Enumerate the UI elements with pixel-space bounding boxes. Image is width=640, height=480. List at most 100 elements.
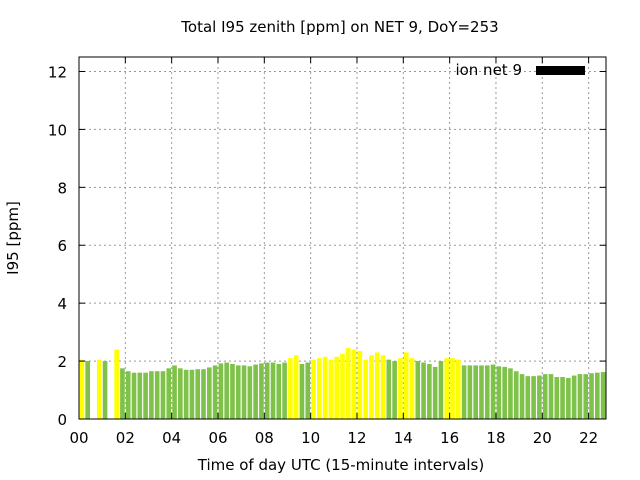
bar <box>224 362 229 419</box>
bar <box>386 359 392 419</box>
bar <box>409 358 415 419</box>
bar <box>276 363 282 419</box>
bar <box>560 377 565 419</box>
bar <box>218 363 224 419</box>
bar <box>484 365 490 419</box>
y-tick-label: 10 <box>48 121 67 139</box>
bar <box>288 358 293 419</box>
bar <box>206 367 212 419</box>
bar <box>537 375 542 419</box>
bar <box>253 364 258 419</box>
x-axis-ticks: 00 02 04 06 08 10 12 14 16 18 20 22 <box>69 57 598 447</box>
bar <box>554 377 560 419</box>
bar <box>114 349 119 419</box>
bar <box>125 371 131 419</box>
x-tick-label: 18 <box>486 429 505 447</box>
bar <box>235 365 241 419</box>
bar <box>79 359 85 419</box>
bar <box>212 365 218 419</box>
bar <box>120 368 125 419</box>
bar <box>178 368 183 419</box>
x-tick-label: 22 <box>579 429 598 447</box>
bar <box>305 362 311 419</box>
bar <box>102 361 108 419</box>
bar <box>345 348 351 419</box>
y-tick-label: 8 <box>57 179 67 197</box>
bar <box>154 371 160 419</box>
bar <box>427 363 432 419</box>
bar <box>444 358 450 419</box>
bar <box>595 372 600 419</box>
bar <box>438 361 444 419</box>
bar <box>149 371 154 419</box>
bar <box>461 365 467 419</box>
bar <box>369 355 374 419</box>
y-tick-label: 2 <box>57 353 67 371</box>
bar <box>548 374 554 419</box>
bar <box>508 368 513 419</box>
bar <box>374 352 380 419</box>
bar <box>571 375 577 419</box>
bar <box>96 359 102 419</box>
bar <box>490 364 496 419</box>
bar <box>195 369 201 419</box>
chart-title: Total I95 zenith [ppm] on NET 9, DoY=253 <box>180 18 498 36</box>
bar <box>519 374 525 419</box>
bar <box>270 362 276 419</box>
x-tick-label: 12 <box>347 429 366 447</box>
x-tick-label: 02 <box>116 429 135 447</box>
bar <box>311 359 316 419</box>
bar <box>247 366 253 419</box>
x-tick-label: 08 <box>255 429 274 447</box>
y-tick-label: 12 <box>48 63 67 81</box>
y-axis-ticks: 0 2 4 6 8 10 12 <box>48 63 606 429</box>
bar <box>363 359 368 419</box>
y-tick-label: 4 <box>57 295 67 313</box>
x-tick-label: 16 <box>440 429 459 447</box>
bar <box>473 365 479 419</box>
legend-label: ion net 9 <box>455 61 522 79</box>
bar <box>502 366 507 419</box>
plot-frame <box>78 56 607 420</box>
legend: ion net 9 <box>455 61 585 79</box>
grid <box>79 57 606 419</box>
bar <box>398 358 403 419</box>
bar <box>496 366 502 419</box>
bar <box>160 371 166 419</box>
bar <box>456 359 461 419</box>
bar <box>230 363 235 419</box>
bar <box>577 374 583 419</box>
bar <box>357 350 363 419</box>
bar <box>531 376 536 419</box>
bar <box>85 361 90 419</box>
bar <box>166 368 172 419</box>
bar <box>328 359 334 419</box>
x-tick-label: 00 <box>69 429 88 447</box>
bar <box>450 358 455 419</box>
bar <box>143 372 148 419</box>
bar <box>351 349 357 419</box>
bar <box>241 365 247 419</box>
bar <box>293 355 299 419</box>
y-tick-label: 6 <box>57 237 67 255</box>
bar <box>317 358 322 419</box>
x-axis-label: Time of day UTC (15-minute intervals) <box>197 456 484 474</box>
bar <box>334 356 340 419</box>
bar <box>583 374 589 419</box>
bar <box>201 369 206 419</box>
bar <box>259 363 264 419</box>
x-tick-label: 10 <box>301 429 320 447</box>
bar <box>600 372 606 419</box>
bar <box>421 362 426 419</box>
y-axis-label: I95 [ppm] <box>4 201 22 275</box>
x-tick-label: 06 <box>208 429 227 447</box>
y-tick-label: 0 <box>57 411 67 429</box>
bar <box>415 361 421 419</box>
bar <box>566 377 571 419</box>
bar <box>392 361 397 419</box>
bar <box>467 365 473 419</box>
bars <box>79 348 606 419</box>
bar <box>380 355 386 419</box>
legend-swatch <box>536 66 585 75</box>
